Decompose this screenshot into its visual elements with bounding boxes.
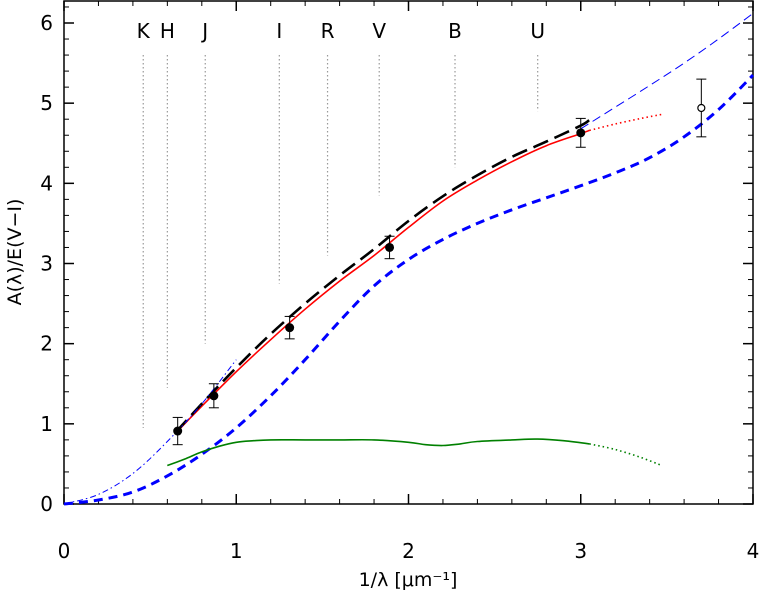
x-tick-label: 3 <box>574 539 587 563</box>
y-axis: 0 1 2 3 4 5 6 <box>40 6 753 516</box>
series-line-6 <box>167 438 590 467</box>
y-tick-label: 6 <box>40 11 53 35</box>
y-tick-label: 1 <box>40 412 53 436</box>
series-line-7 <box>589 443 662 467</box>
y-tick-label: 0 <box>40 492 53 516</box>
data-point <box>576 128 586 138</box>
data-point-open <box>697 103 706 113</box>
series-line-3 <box>63 359 237 505</box>
y-axis-label: A(λ)/E(V−I) <box>4 199 26 306</box>
series-line-2 <box>175 118 591 433</box>
x-tick-label: 0 <box>58 539 71 563</box>
data-point <box>285 323 295 333</box>
x-tick-label: 4 <box>747 539 760 563</box>
y-tick-label: 3 <box>40 252 53 276</box>
band-label-R: R <box>321 19 335 43</box>
band-label-K: K <box>137 19 151 43</box>
band-label-B: B <box>448 19 462 43</box>
series-group <box>63 13 755 506</box>
x-tick-label: 1 <box>230 539 243 563</box>
x-tick-label: 2 <box>402 539 415 563</box>
band-label-H: H <box>160 19 175 43</box>
data-points <box>172 78 707 446</box>
series-line-0 <box>177 129 590 432</box>
x-axis: 0 1 2 3 4 <box>58 1 760 563</box>
data-point <box>385 242 395 252</box>
x-axis-label: 1/λ [μm⁻¹] <box>359 569 458 591</box>
data-point <box>209 391 219 401</box>
band-label-V: V <box>372 19 386 43</box>
y-tick-label: 2 <box>40 332 53 356</box>
band-label-J: J <box>200 19 208 43</box>
y-tick-label: 5 <box>40 91 53 115</box>
band-label-I: I <box>276 19 282 43</box>
y-tick-label: 4 <box>40 171 53 195</box>
band-label-U: U <box>530 19 545 43</box>
series-line-4 <box>580 13 754 130</box>
data-point <box>173 426 183 436</box>
